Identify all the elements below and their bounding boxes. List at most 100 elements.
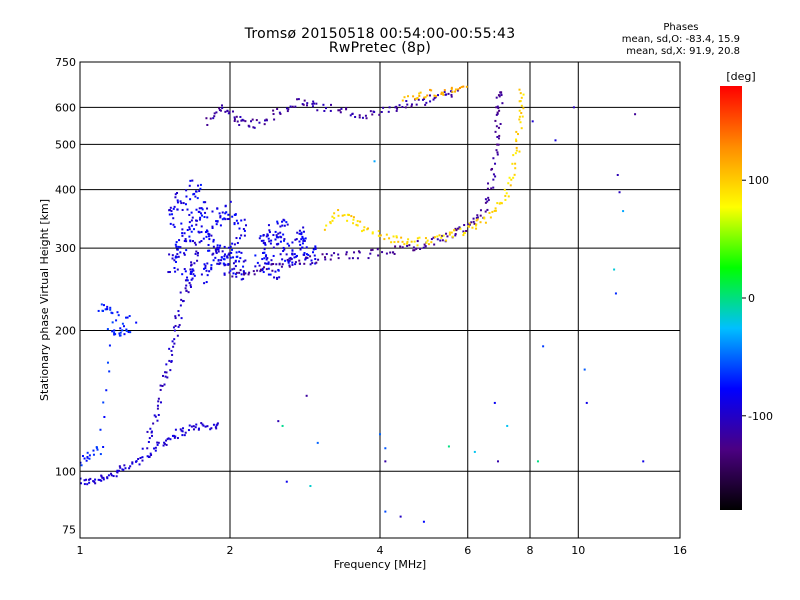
data-point xyxy=(352,222,355,225)
data-point xyxy=(167,271,170,274)
data-point xyxy=(165,443,168,446)
data-point xyxy=(92,449,95,452)
data-point xyxy=(189,268,192,271)
data-point xyxy=(206,207,209,210)
data-point xyxy=(235,251,238,254)
data-point xyxy=(433,243,436,246)
data-point xyxy=(92,480,95,483)
data-point xyxy=(371,231,374,234)
data-point xyxy=(234,265,237,268)
data-point xyxy=(301,235,304,238)
data-point xyxy=(476,214,479,217)
data-point xyxy=(117,314,120,317)
data-point xyxy=(325,224,328,227)
data-point xyxy=(494,175,497,178)
data-point xyxy=(243,218,246,221)
data-point xyxy=(454,234,457,237)
data-point xyxy=(207,235,210,238)
data-point xyxy=(495,125,498,128)
data-point xyxy=(204,201,207,204)
data-point xyxy=(262,239,265,242)
data-point xyxy=(345,107,348,110)
data-point xyxy=(231,242,234,245)
data-point xyxy=(180,317,183,320)
data-point xyxy=(511,162,514,165)
data-point xyxy=(492,157,495,160)
data-point xyxy=(204,266,207,269)
data-point xyxy=(479,214,482,217)
data-point xyxy=(219,224,222,227)
data-point xyxy=(228,217,231,220)
data-point xyxy=(286,242,289,245)
data-point xyxy=(286,110,289,113)
data-point xyxy=(79,477,82,480)
data-point xyxy=(519,100,522,103)
data-point xyxy=(83,479,86,482)
data-point xyxy=(201,208,204,211)
data-point xyxy=(227,246,230,249)
data-point xyxy=(218,246,221,249)
data-point xyxy=(388,106,391,109)
data-point xyxy=(475,219,478,222)
data-point xyxy=(154,449,157,452)
data-point xyxy=(175,241,178,244)
data-point xyxy=(436,238,439,241)
data-point xyxy=(186,229,189,232)
data-point xyxy=(291,261,294,264)
colorbar xyxy=(720,86,742,510)
data-point xyxy=(177,255,180,258)
data-point xyxy=(317,258,320,261)
data-point xyxy=(299,248,302,251)
data-point xyxy=(522,107,525,110)
data-point xyxy=(219,109,222,112)
y-tick-label: 400 xyxy=(55,184,76,197)
data-point xyxy=(146,447,149,450)
data-point xyxy=(518,118,521,121)
data-point xyxy=(178,324,181,327)
data-point xyxy=(242,227,245,230)
data-point xyxy=(337,253,340,256)
data-point xyxy=(373,111,376,114)
data-point xyxy=(215,424,218,427)
data-point xyxy=(447,445,450,448)
data-point xyxy=(276,236,279,239)
data-point xyxy=(193,228,196,231)
data-point xyxy=(309,255,312,258)
data-point xyxy=(423,243,426,246)
data-point xyxy=(268,231,271,234)
data-point xyxy=(171,213,174,216)
data-point xyxy=(343,214,346,217)
data-point xyxy=(176,268,179,271)
data-point xyxy=(182,299,185,302)
data-point xyxy=(441,239,444,242)
data-point xyxy=(173,267,176,270)
data-point xyxy=(401,99,404,102)
data-point xyxy=(119,466,122,469)
data-point xyxy=(156,443,159,446)
data-point xyxy=(613,268,616,271)
data-point xyxy=(497,143,500,146)
data-point xyxy=(429,88,432,91)
data-point xyxy=(322,103,325,106)
data-point xyxy=(163,441,166,444)
data-point xyxy=(190,261,193,264)
data-point xyxy=(424,237,427,240)
data-point xyxy=(189,272,192,275)
data-point xyxy=(351,257,354,260)
data-point xyxy=(189,239,192,242)
data-point xyxy=(203,215,206,218)
data-point xyxy=(283,224,286,227)
data-point xyxy=(204,211,207,214)
data-point xyxy=(442,234,445,237)
data-point xyxy=(358,114,361,117)
data-point xyxy=(216,246,219,249)
data-point xyxy=(418,236,421,239)
data-point xyxy=(210,268,213,271)
data-point xyxy=(520,112,523,115)
data-point xyxy=(185,249,188,252)
x-tick-label: 16 xyxy=(673,544,687,557)
data-point xyxy=(450,88,453,91)
data-point xyxy=(392,251,395,254)
data-point xyxy=(473,450,476,453)
data-point xyxy=(302,226,305,229)
